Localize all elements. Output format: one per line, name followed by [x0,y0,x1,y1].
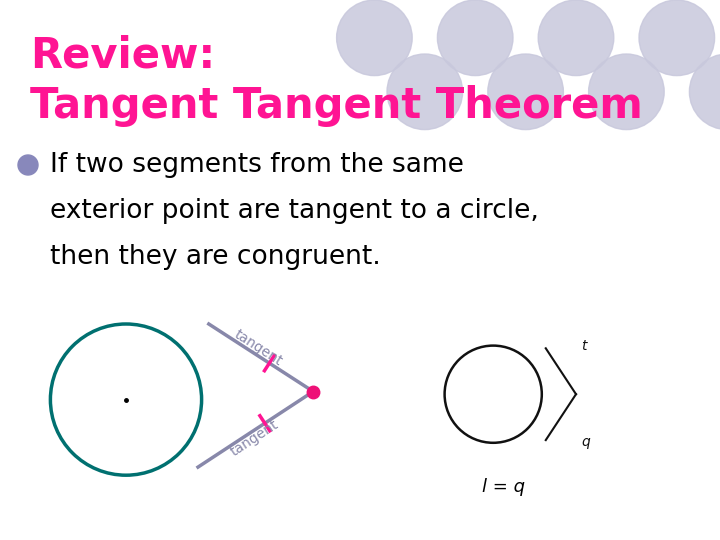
Circle shape [387,54,463,130]
Text: If two segments from the same: If two segments from the same [50,152,464,178]
Circle shape [488,54,563,130]
Text: q: q [581,435,590,449]
Text: l = q: l = q [482,478,525,496]
Text: Review:: Review: [30,35,215,77]
Circle shape [438,0,513,76]
Text: exterior point are tangent to a circle,: exterior point are tangent to a circle, [50,198,539,224]
Circle shape [539,0,614,76]
Circle shape [18,155,38,175]
Text: t: t [581,339,587,353]
Text: tangent: tangent [228,417,281,459]
Circle shape [337,0,413,76]
Circle shape [589,54,664,130]
Circle shape [690,54,720,130]
Text: Tangent Tangent Theorem: Tangent Tangent Theorem [30,85,643,127]
Text: tangent: tangent [232,327,285,368]
Circle shape [639,0,714,76]
Text: then they are congruent.: then they are congruent. [50,244,381,270]
